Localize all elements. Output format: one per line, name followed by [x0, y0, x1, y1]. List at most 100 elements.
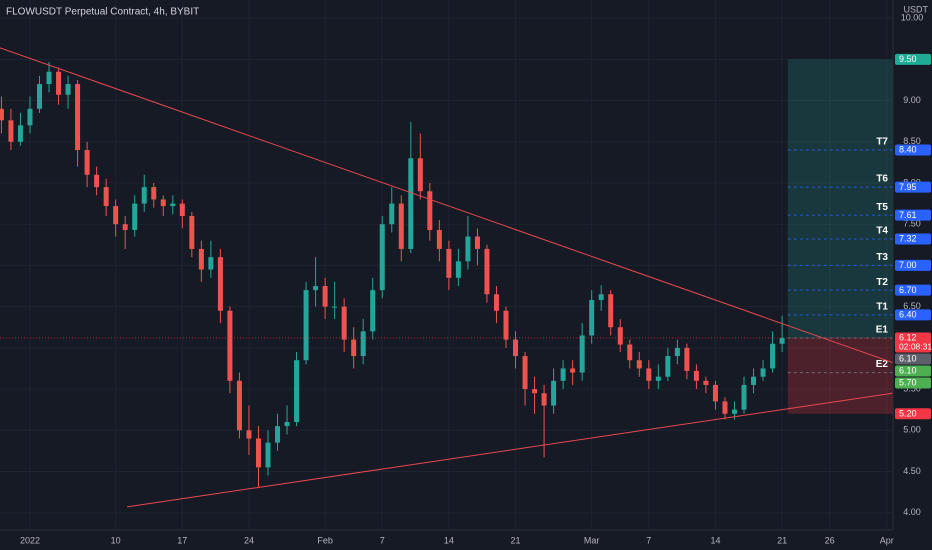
- candle-body: [160, 199, 166, 207]
- candle-body: [570, 368, 576, 373]
- candle-body: [446, 248, 452, 278]
- x-tick-label: Feb: [317, 535, 333, 545]
- candle-body: [627, 344, 633, 361]
- candle-body: [722, 401, 728, 414]
- x-tick-label: 14: [444, 535, 454, 545]
- candle-body: [179, 203, 185, 216]
- candle-body: [703, 380, 709, 385]
- x-tick-label: 7: [646, 535, 651, 545]
- trendline: [127, 392, 894, 508]
- price-badge: [895, 365, 931, 377]
- candle-body: [351, 339, 357, 357]
- price-badge-label: 6.70: [899, 285, 917, 295]
- candle-body: [303, 290, 309, 361]
- candle-body: [693, 370, 699, 381]
- candle-body: [170, 203, 176, 207]
- y-tick-label: 10.00: [901, 13, 924, 23]
- price-badge-label: 5.70: [899, 378, 917, 388]
- stop-zone: [787, 337, 893, 414]
- candle-body: [427, 191, 433, 230]
- x-tick-label: Mar: [584, 535, 600, 545]
- candle-body: [246, 430, 252, 439]
- price-badge-label: 7.95: [899, 182, 917, 192]
- level-name: T3: [876, 252, 888, 263]
- candle-body: [751, 376, 757, 385]
- candle-body: [341, 306, 347, 340]
- candle-body: [779, 337, 785, 344]
- candle-body: [217, 257, 223, 311]
- y-tick-label: 6.50: [903, 301, 921, 311]
- candle-body: [46, 71, 52, 85]
- candle-body: [741, 384, 747, 410]
- price-badge: [895, 408, 931, 420]
- candle-body: [141, 187, 147, 204]
- x-tick-label: 24: [244, 535, 254, 545]
- candle-body: [255, 438, 261, 468]
- candle-body: [103, 187, 109, 207]
- price-badge-label: 8.40: [899, 145, 917, 155]
- price-badge: [895, 53, 931, 65]
- candle-body: [598, 294, 604, 301]
- x-tick-label: Apr: [880, 535, 894, 545]
- price-badge-label: 6.10: [899, 354, 917, 364]
- x-tick-label: 10: [111, 535, 121, 545]
- y-tick-label: 4.00: [903, 507, 921, 517]
- candle-body: [503, 310, 509, 340]
- candle-body: [370, 290, 376, 332]
- price-badge: [895, 144, 931, 156]
- price-badge-label: 6.10: [899, 366, 917, 376]
- candle-body: [551, 380, 557, 406]
- price-badge: [895, 233, 931, 245]
- candle-body: [560, 368, 566, 381]
- y-tick-label: 8.50: [903, 136, 921, 146]
- candle-body: [684, 347, 690, 371]
- candle-body: [227, 310, 233, 381]
- level-name: E2: [876, 359, 889, 370]
- candle-body: [465, 236, 471, 262]
- x-tick-label: 26: [825, 535, 835, 545]
- price-badge: [895, 259, 931, 271]
- level-name: T5: [876, 202, 888, 213]
- plot: [0, 61, 785, 488]
- candle-body: [493, 294, 499, 311]
- time-axis: [0, 530, 932, 550]
- grid: [0, 0, 893, 530]
- countdown: 02:08:31: [899, 342, 932, 352]
- price-badge-label: 7.32: [899, 234, 917, 244]
- x-tick-label: 2022: [20, 535, 40, 545]
- x-tick-label: 21: [777, 535, 787, 545]
- candle-body: [0, 108, 4, 121]
- axes: 4.004.505.005.506.006.507.007.508.008.50…: [20, 13, 932, 546]
- candle-body: [674, 347, 680, 357]
- candle-body: [617, 327, 623, 345]
- price-badge: [895, 284, 931, 296]
- candle-body: [236, 380, 242, 431]
- candle-body: [17, 125, 23, 142]
- price-badge-label: 6.12: [899, 333, 917, 343]
- candle-body: [532, 389, 538, 394]
- candle-body: [275, 426, 281, 443]
- y-tick-label: 5.00: [903, 425, 921, 435]
- candle-body: [294, 360, 300, 423]
- y-tick-label: 7.50: [903, 219, 921, 229]
- candle-body: [151, 187, 157, 200]
- price-axis: [893, 0, 932, 550]
- x-tick-label: 21: [511, 535, 521, 545]
- candle-body: [398, 203, 404, 249]
- price-badge: [895, 332, 931, 353]
- price-badge: [895, 377, 931, 389]
- price-badge-label: 6.40: [899, 310, 917, 320]
- price-badge: [895, 353, 931, 365]
- candle-body: [513, 339, 519, 357]
- candle-body: [198, 248, 204, 270]
- level-name: E1: [876, 325, 889, 336]
- y-tick-label: 4.50: [903, 466, 921, 476]
- candle-body: [646, 368, 652, 381]
- candle-body: [360, 331, 366, 357]
- candle-body: [56, 71, 62, 95]
- candle-body: [712, 384, 718, 402]
- candle-body: [189, 215, 195, 249]
- candle-body: [636, 360, 642, 369]
